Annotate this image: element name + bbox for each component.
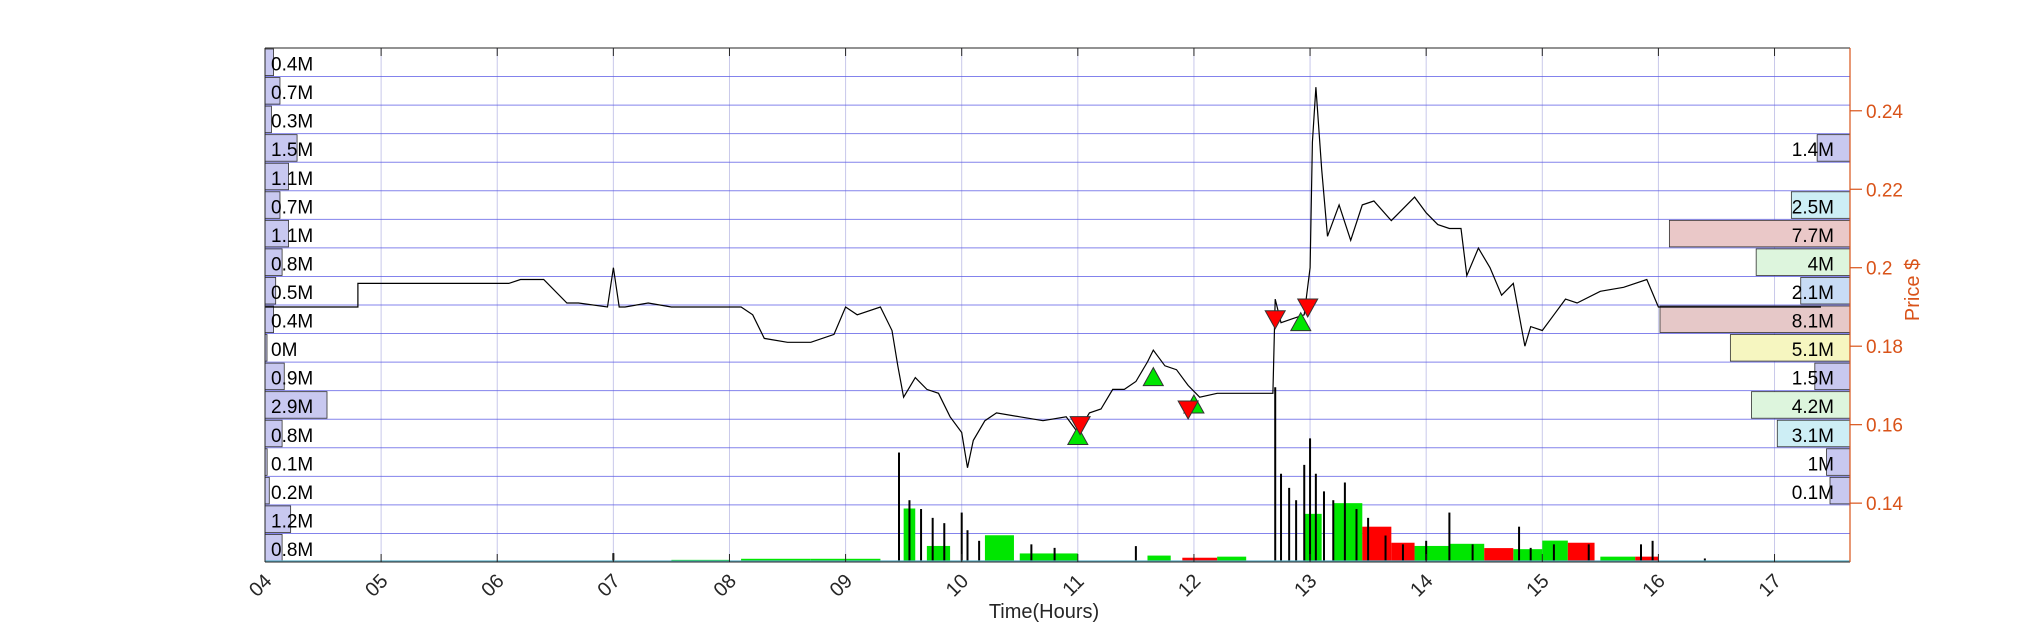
buy-marker [1066,425,1089,445]
left-profile-label: 0.8M [271,254,313,275]
buy-volume-bar [926,545,951,562]
right-profile-label: 1.4M [1792,140,1834,161]
y-tick-label: 0.24 [1866,102,1903,123]
sell-marker [1264,310,1287,330]
left-profile-label: 0.4M [271,55,313,76]
x-tick-label: 17 [1755,570,1786,601]
sell-volume-bar [1484,548,1514,562]
left-profile-label: 0.7M [271,197,313,218]
left-profile-label: 0.3M [271,112,313,133]
left-profile-label: 0.8M [271,540,313,561]
left-profile-label: 0.4M [271,312,313,333]
left-profile-label: 0.5M [271,283,313,304]
y-tick-label: 0.14 [1866,494,1903,515]
x-tick-label: 08 [710,570,741,601]
left-profile-label: 1.1M [271,169,313,190]
left-profile-label: 1.2M [271,511,313,532]
right-profile-label: 3.1M [1792,426,1834,447]
price-series [265,87,1821,468]
buy-volume-bar [1217,556,1247,562]
sell-marker [1069,416,1091,436]
y-tick-label: 0.22 [1866,180,1903,201]
right-profile-bar [1800,277,1851,305]
buy-volume-bar [1414,545,1450,562]
left-profile-label: 0.1M [271,454,313,475]
price-line [265,87,1821,468]
buy-volume-bar [1304,513,1322,562]
buy-volume-bar [1449,543,1485,562]
right-profile-bar [1659,305,1851,333]
left-profile-label: 0.9M [271,369,313,390]
right-profile-bar [1755,248,1851,276]
buy-volume-bar [741,558,811,562]
buy-volume-bar [1513,549,1543,562]
x-tick-label: 06 [477,570,508,601]
right-profile-label: 0.1M [1792,483,1834,504]
right-profile-bar [1816,134,1851,162]
sell-volume-bar [1362,526,1392,562]
axes: 04 05 06 07 08 09 10 11 12 13 14 15 16 17 0.14 0.16 0.18… [245,47,1903,601]
left-profile-bar [264,391,328,419]
buy-marker [1289,311,1312,332]
x-tick-label: 13 [1290,570,1321,601]
left-profile-label: 0.7M [271,83,313,104]
x-tick-label: 11 [1058,571,1088,601]
buy-volume-bar [1019,553,1078,562]
grid [264,48,1850,562]
right-profile-label: 4M [1808,254,1834,275]
left-profile-bar [264,476,270,505]
sell-marker [1296,298,1319,318]
right-profile-label: 8.1M [1792,312,1834,333]
right-profile-bar [1814,362,1851,391]
right-profile-bar [1729,334,1851,362]
sell-volume-bar [1182,557,1218,562]
left-profile-bar [264,134,298,162]
x-tick-label: 10 [942,570,973,601]
sell-volume-bar [1635,556,1659,562]
y-tick-label: 0.16 [1866,416,1903,437]
trade-markers [1066,298,1319,445]
buy-marker [1142,366,1165,387]
buy-volume-bar [1333,503,1363,562]
left-profile-label: 0.8M [271,426,313,447]
left-profile-bar [264,505,292,533]
volume-bars [265,387,1850,562]
x-tick-label: 14 [1406,570,1437,601]
left-volume-profile: 0.4M 0.7M 0.3M 1.5M 1.1M 0.7M 1.1M 0.8M 0.5M 0.4M… [264,48,328,562]
x-tick-label: 16 [1639,570,1670,601]
left-profile-label: 1.5M [271,140,313,161]
buy-volume-bar [1147,555,1171,562]
left-profile-label: 2.9M [271,397,313,418]
x-tick-label: 05 [361,570,392,601]
right-profile-bar [1668,219,1851,248]
x-tick-label: 04 [245,570,276,601]
right-profile-label: 2.5M [1792,197,1834,218]
buy-volume-bar [984,535,1014,562]
right-profile-bar [1790,191,1851,219]
sell-marker [1177,400,1199,421]
buy-volume-bar [1542,540,1568,562]
x-tick-label: 07 [593,570,624,601]
right-profile-label: 7.7M [1792,226,1834,247]
right-profile-label: 4.2M [1792,397,1834,418]
x-tick-label: 12 [1174,570,1205,601]
y-tick-label: 0.2 [1866,259,1892,280]
y-tick-label: 0.18 [1866,337,1903,358]
x-tick-label: 15 [1522,570,1553,601]
right-profile-label: 1M [1808,454,1834,475]
x-tick-label: 09 [826,570,857,601]
sell-volume-bar [1567,542,1595,562]
left-profile-label: 0.2M [271,483,313,504]
x-axis-label: Time(Hours) [989,601,1099,623]
y-axis-label: Price $ [1902,259,1924,321]
buy-volume-bar [1600,556,1636,562]
left-profile-label: 1.1M [271,226,313,247]
right-profile-label: 2.1M [1792,283,1834,304]
left-profile-label: 0M [271,340,297,361]
right-profile-label: 5.1M [1792,340,1834,361]
right-volume-profile: 1.4M 2.5M 7.7M 4M 2.1M 8.1M 5.1M 1.5M 4.2M 3.1M 1M… [1659,134,1851,505]
right-profile-label: 1.5M [1792,369,1834,390]
